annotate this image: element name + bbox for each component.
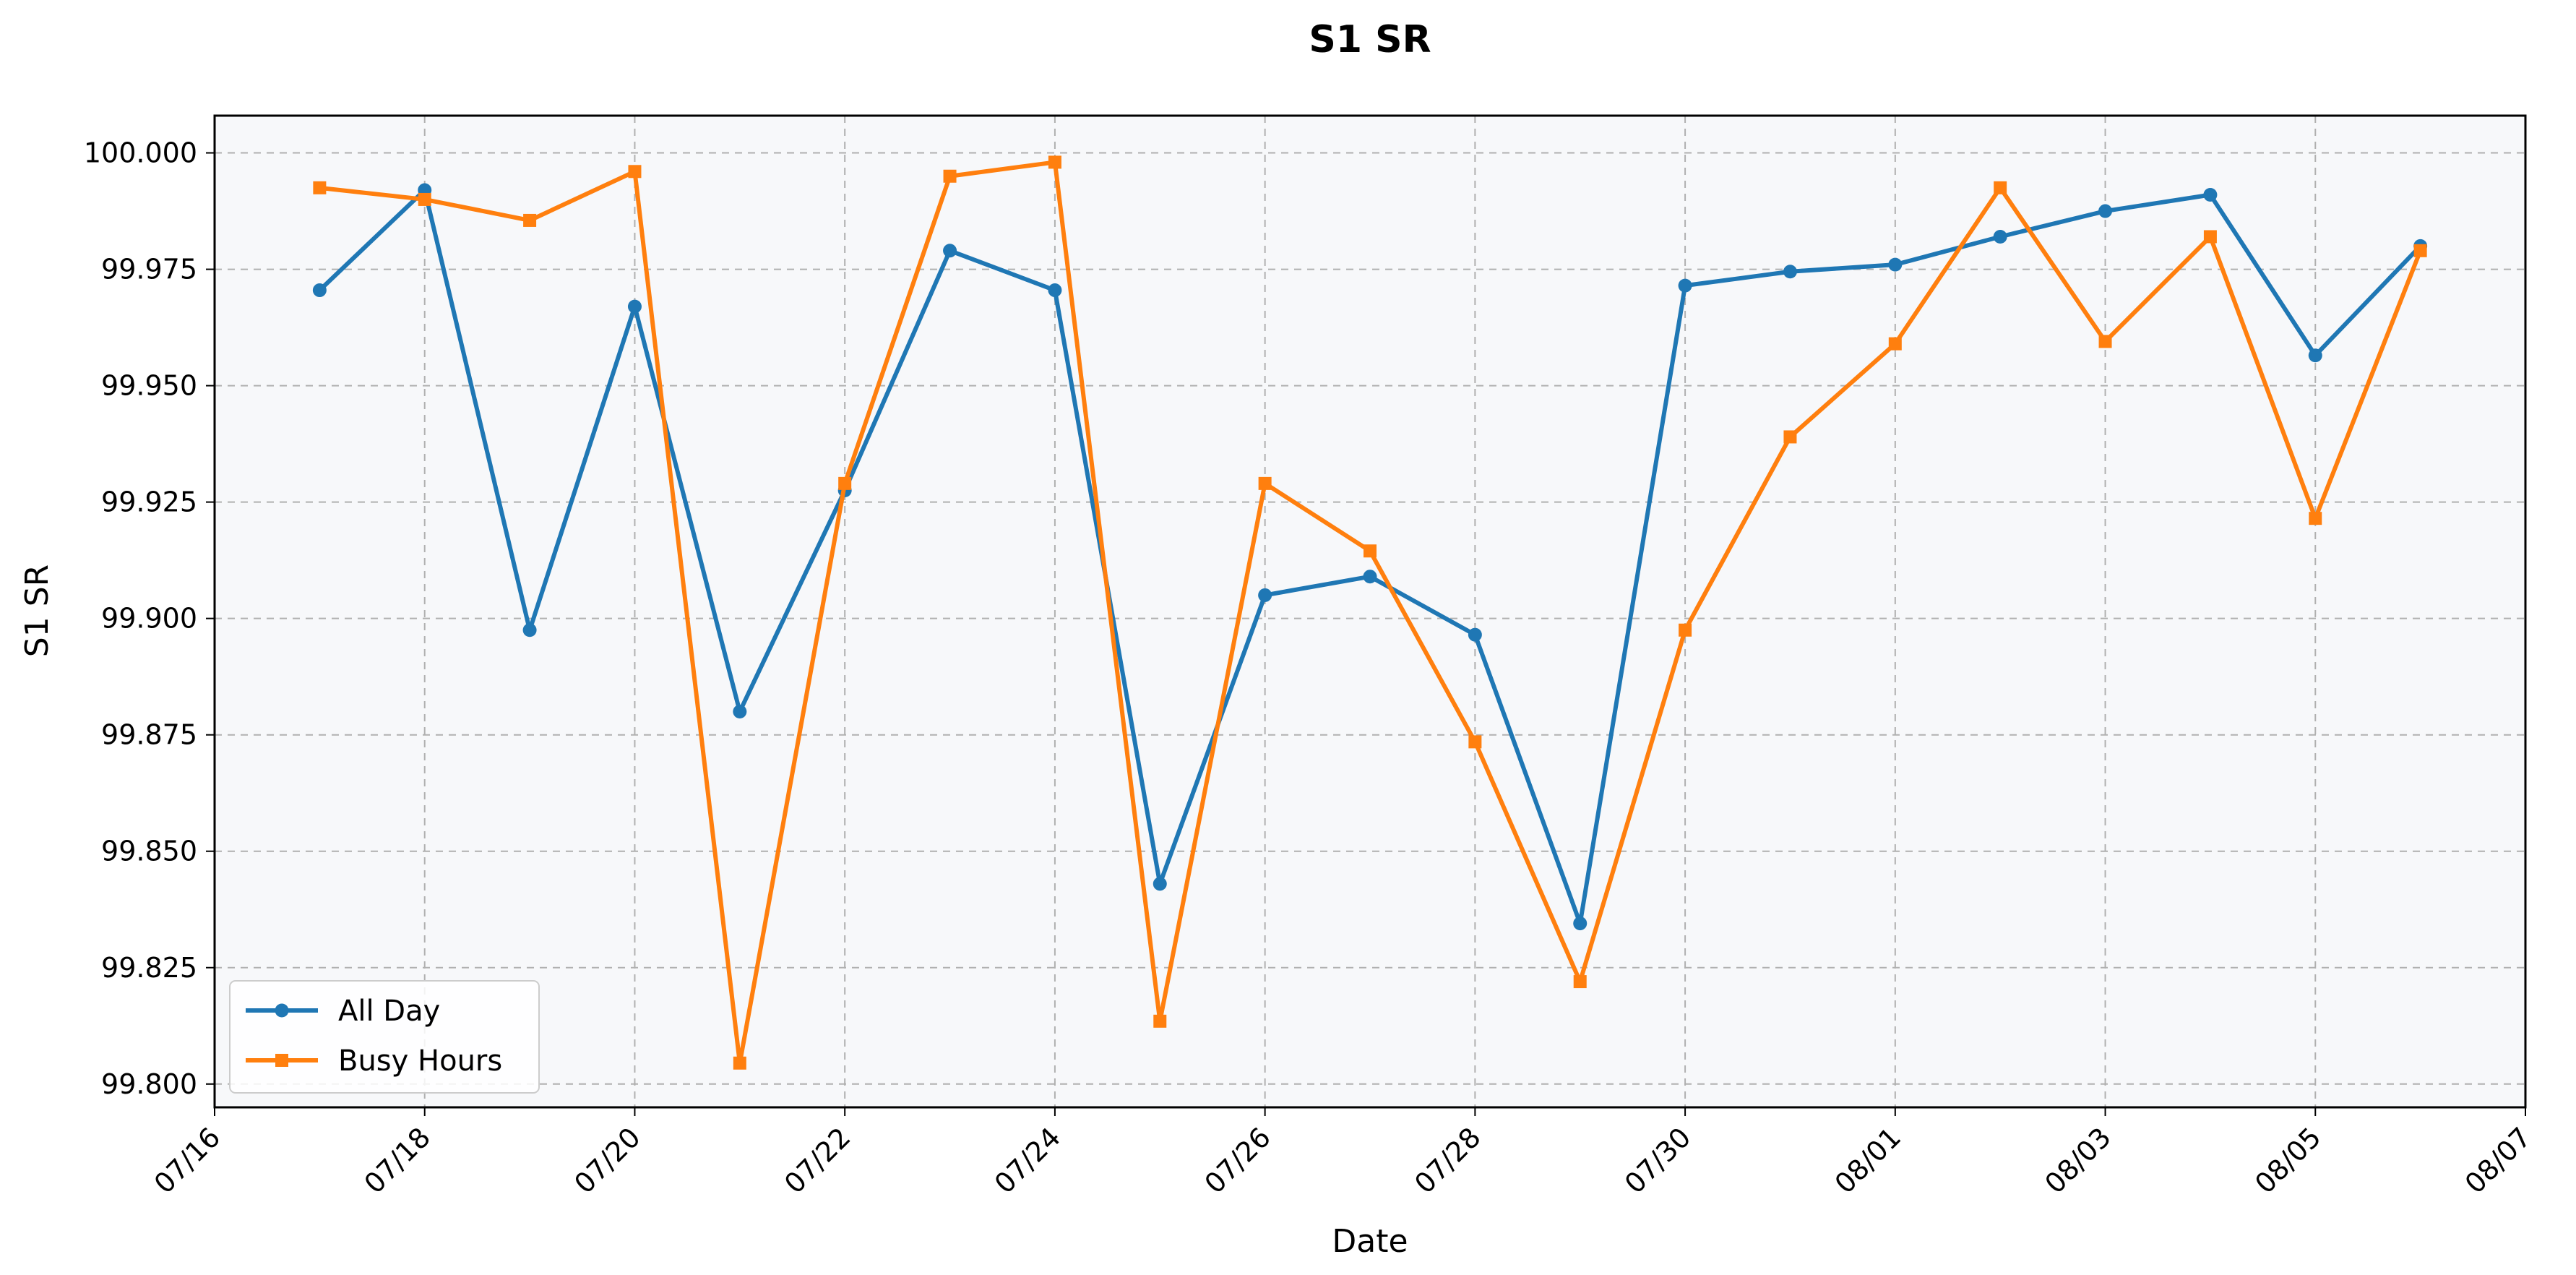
x-axis-label: Date — [1332, 1223, 1408, 1260]
data-point — [1153, 1014, 1167, 1028]
y-tick-label: 99.900 — [101, 603, 197, 635]
y-tick-label: 99.800 — [101, 1068, 197, 1100]
data-point — [1679, 623, 1692, 637]
y-axis-label: S1 SR — [19, 564, 56, 657]
y-tick-label: 99.875 — [101, 719, 197, 751]
data-point — [2203, 230, 2217, 244]
data-point — [1783, 430, 1797, 444]
data-point — [522, 623, 537, 638]
data-point — [1573, 975, 1587, 989]
y-tick-label: 99.850 — [101, 836, 197, 867]
data-point — [943, 244, 957, 258]
grid-lines — [214, 116, 2526, 1107]
plot-frame — [213, 114, 2527, 1109]
data-point — [1888, 257, 1903, 272]
data-point — [313, 181, 327, 194]
plot-area — [215, 116, 2525, 1107]
legend-marker — [275, 1054, 288, 1067]
data-point — [2413, 244, 2427, 257]
data-point — [1783, 265, 1797, 279]
data-point — [1258, 476, 1272, 490]
data-point — [1468, 735, 1482, 749]
data-point — [628, 165, 642, 179]
y-tick-label: 99.825 — [101, 952, 197, 984]
data-point — [418, 192, 431, 206]
data-point — [2098, 204, 2113, 218]
legend-marker — [275, 1003, 289, 1018]
data-point — [1048, 155, 1061, 169]
data-point — [733, 1056, 746, 1070]
data-point — [1468, 627, 1482, 642]
data-point — [2098, 335, 2112, 348]
y-tick-label: 99.975 — [101, 254, 197, 286]
legend: All Day Busy Hours — [229, 980, 540, 1094]
data-point — [1153, 877, 1167, 891]
data-point — [1258, 588, 1272, 602]
data-point — [1888, 337, 1902, 351]
y-tick-label: 100.000 — [84, 137, 197, 169]
data-point — [733, 704, 747, 718]
legend-label: All Day — [338, 995, 440, 1028]
series-layer — [312, 155, 2428, 1070]
data-point — [943, 169, 957, 183]
data-point — [1994, 181, 2007, 194]
y-tick-label: 99.950 — [101, 370, 197, 402]
data-point — [1048, 283, 1062, 298]
series-busy-hours — [313, 155, 2427, 1070]
data-point — [312, 283, 327, 298]
data-point — [1678, 278, 1692, 293]
legend-label: Busy Hours — [338, 1044, 502, 1078]
data-point — [838, 476, 852, 490]
legend-item: Busy Hours — [246, 1044, 502, 1078]
chart-title: S1 SR — [1309, 18, 1431, 61]
data-point — [2308, 348, 2322, 363]
data-point — [627, 299, 642, 314]
data-point — [2203, 188, 2218, 202]
y-tick-label: 99.925 — [101, 486, 197, 518]
data-point — [1364, 544, 1377, 558]
legend-item: All Day — [246, 995, 440, 1028]
data-point — [2309, 512, 2322, 525]
data-point — [1993, 229, 2007, 244]
data-point — [1363, 570, 1377, 584]
data-point — [523, 213, 537, 227]
data-point — [1573, 916, 1588, 931]
